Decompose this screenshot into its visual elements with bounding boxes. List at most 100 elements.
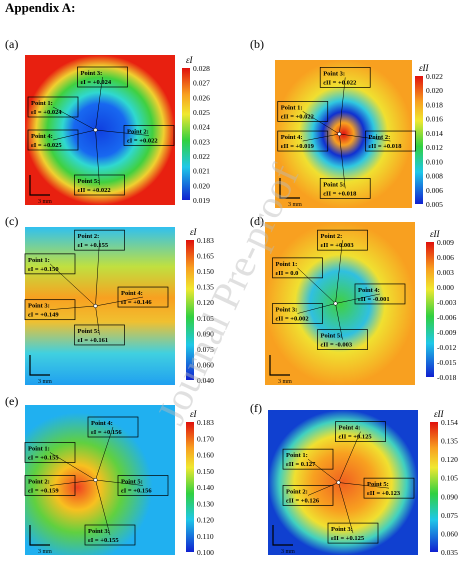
colorbar-tick-label: 0.006: [437, 253, 454, 262]
point-strain: εI = +0.155: [78, 242, 109, 249]
leader-line: [339, 77, 346, 135]
colorbar-tick-label: 0.008: [426, 172, 443, 181]
point-strain: εII = +0.003: [321, 242, 355, 249]
point-name: Point 4:: [339, 425, 361, 432]
leader-line: [297, 303, 336, 314]
point-name: Point 2:: [28, 479, 50, 486]
point-strain: εI = +0.156: [91, 429, 122, 436]
point-box: [277, 130, 329, 152]
point-name: Point 1:: [31, 100, 53, 107]
colorbar-tick-label: 0.012: [426, 143, 443, 152]
colorbar-tick-label: 0.120: [441, 455, 458, 464]
point-strain: εII = -0.001: [358, 296, 390, 303]
point-name: Point 4:: [358, 287, 380, 294]
colorbar-tick-label: 0.183: [197, 418, 214, 427]
point-strain: εI = +0.024: [81, 79, 112, 86]
point-name: Point 1:: [276, 261, 298, 268]
scale-bar: [272, 525, 293, 546]
point-box: [24, 299, 76, 321]
point-strain: εII = +0.125: [331, 535, 365, 542]
point-strain: εII = +0.019: [281, 143, 315, 150]
colorbar-tick-label: -0.015: [437, 358, 457, 367]
point-name: Point 5:: [121, 479, 143, 486]
colorbar-tick-label: 0.003: [437, 268, 454, 277]
scale-bar: [29, 525, 50, 546]
colorbar-tick-label: -0.003: [437, 298, 457, 307]
point-box: [117, 286, 169, 308]
point-strain: εII = 0.0: [276, 270, 299, 277]
point-name: Point 2:: [78, 233, 100, 240]
leader-line: [49, 263, 96, 307]
colorbar-title: εI: [186, 55, 194, 65]
point-strain: εI = +0.025: [31, 142, 62, 149]
point-box: [327, 522, 379, 544]
scale-bar-label: 3 mm: [38, 549, 52, 555]
panel-label: (f): [250, 401, 262, 415]
leader-line: [338, 431, 361, 483]
point-name: Point 3:: [28, 303, 50, 310]
colorbar: [182, 68, 190, 200]
point-strain: εI = +0.150: [28, 266, 59, 273]
leader-line: [95, 479, 111, 536]
leader-line: [307, 482, 339, 496]
colorbar-tick-label: 0.019: [193, 196, 210, 205]
point-name: Point 4:: [31, 133, 53, 140]
leader-line: [95, 305, 100, 335]
colorbar-tick-label: 0.020: [193, 181, 210, 190]
point-box: [277, 101, 329, 122]
leader-line: [95, 129, 150, 136]
point-name: Point 5:: [323, 181, 345, 188]
point-box: [84, 524, 136, 546]
colorbar-tick-label: 0.023: [193, 137, 210, 146]
point-strain: εI = +0.149: [28, 312, 59, 319]
point-box: [319, 67, 371, 88]
point-strain: εI = +0.161: [78, 337, 109, 344]
panel-label: (c): [5, 214, 18, 228]
point-strain: εII = +0.018: [368, 143, 402, 150]
panel-label: (b): [250, 37, 264, 51]
leader-line: [95, 129, 100, 186]
point-box: [354, 283, 406, 305]
point-box: [365, 130, 416, 152]
strain-map: [25, 227, 175, 385]
colorbar-tick-label: -0.006: [437, 313, 457, 322]
center-point: [333, 301, 338, 306]
point-box: [24, 475, 76, 496]
center-point: [93, 127, 98, 133]
colorbar: [426, 242, 434, 377]
point-name: Point 3:: [331, 526, 353, 533]
colorbar-tick-label: 0.154: [441, 418, 458, 427]
colorbar-tick-label: 0.090: [197, 329, 214, 338]
colorbar-tick-label: 0.018: [426, 100, 443, 109]
colorbar-tick-label: 0.183: [197, 236, 214, 245]
colorbar-tick-label: 0.120: [197, 298, 214, 307]
scale-bar-label: 3 mm: [38, 199, 52, 205]
colorbar-tick-label: 0.005: [426, 200, 443, 209]
colorbar: [186, 422, 194, 552]
panel-label: (e): [5, 394, 18, 408]
point-box: [74, 229, 125, 251]
center-point: [337, 131, 342, 137]
colorbar-tick-label: 0.170: [197, 434, 214, 443]
strain-map: [268, 410, 418, 555]
colorbar-tick-label: 0.075: [441, 511, 458, 520]
colorbar-title: εII: [419, 63, 430, 73]
colorbar-tick-label: 0.021: [193, 167, 210, 176]
point-strain: εI = +0.155: [88, 537, 119, 544]
point-strain: εII = +0.123: [367, 490, 401, 497]
point-strain: εI = +0.156: [121, 488, 152, 495]
point-strain: εII = +0.022: [323, 79, 356, 86]
colorbar-tick-label: -0.009: [437, 328, 457, 337]
colorbar-tick-label: 0.060: [197, 360, 214, 369]
colorbar-tick-label: 0.014: [426, 129, 443, 138]
panels: (a)εI0.0280.0270.0260.0250.0240.0230.022…: [5, 37, 458, 557]
colorbar-tick-label: 0.026: [193, 93, 210, 102]
leader-line: [307, 458, 339, 483]
colorbar-tick-label: 0.024: [193, 123, 210, 132]
leader-line: [49, 305, 96, 310]
point-name: Point 2:: [368, 134, 390, 141]
colorbar-tick-label: -0.012: [437, 343, 457, 352]
point-box: [24, 442, 76, 463]
point-name: Point 2:: [127, 129, 149, 136]
